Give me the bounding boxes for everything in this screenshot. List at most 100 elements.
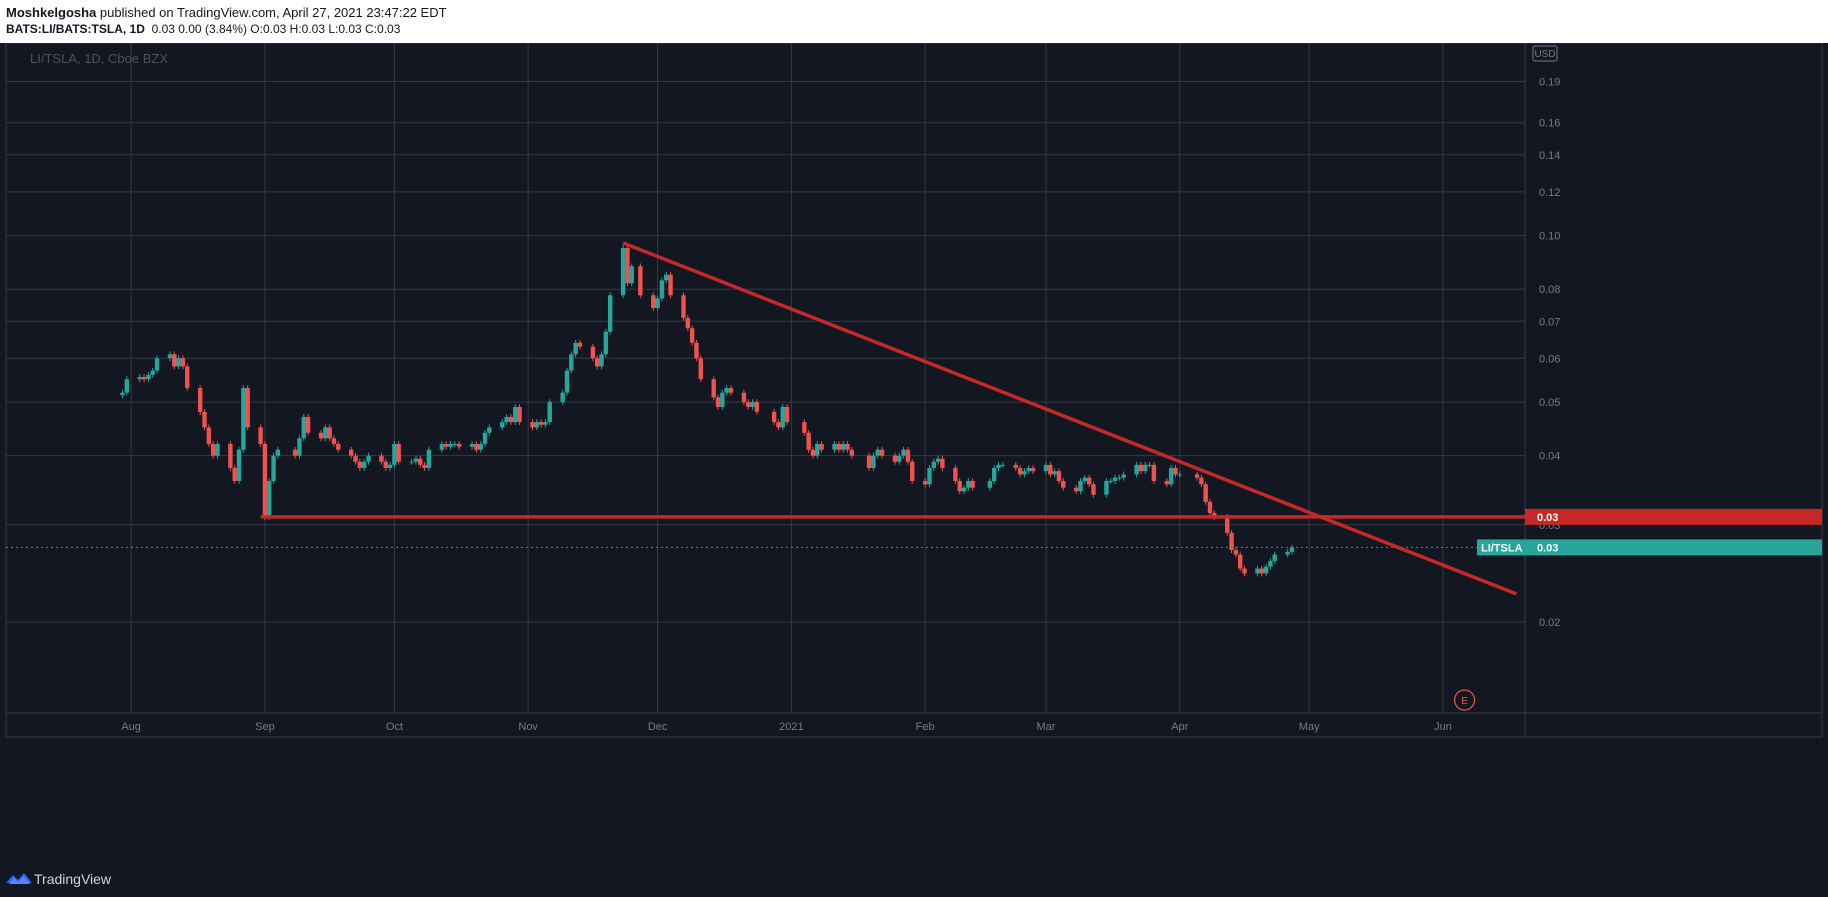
candle-body[interactable] — [966, 480, 971, 488]
candle-body[interactable] — [543, 422, 548, 425]
candle-body[interactable] — [197, 388, 203, 412]
candle-body[interactable] — [206, 427, 212, 444]
candle-body[interactable] — [741, 392, 747, 403]
candle-body[interactable] — [620, 247, 626, 296]
candle-body[interactable] — [564, 370, 570, 393]
candle-body[interactable] — [1225, 516, 1230, 533]
candle-body[interactable] — [992, 467, 997, 481]
candle-body[interactable] — [728, 388, 734, 393]
candle-body[interactable] — [487, 427, 492, 433]
candle-body[interactable] — [573, 342, 578, 355]
candle-body[interactable] — [698, 358, 703, 380]
candle-body[interactable] — [961, 487, 967, 492]
candle-body[interactable] — [754, 402, 760, 412]
candle-body[interactable] — [806, 432, 811, 450]
candle-body[interactable] — [387, 464, 393, 468]
candle-body[interactable] — [629, 266, 634, 284]
candle-body[interactable] — [836, 443, 842, 450]
candle-body[interactable] — [771, 411, 777, 423]
candle-body[interactable] — [301, 416, 306, 439]
candle-body[interactable] — [607, 295, 613, 332]
candle-body[interactable] — [318, 432, 324, 439]
candle-body[interactable] — [845, 443, 850, 450]
candle-body[interactable] — [681, 295, 686, 318]
candle-body[interactable] — [1268, 560, 1273, 567]
candle-body[interactable] — [819, 443, 824, 450]
candle-body[interactable] — [137, 377, 142, 380]
candle-body[interactable] — [185, 366, 190, 389]
candle-body[interactable] — [1203, 484, 1208, 502]
candle-body[interactable] — [1000, 464, 1006, 466]
candle-body[interactable] — [210, 443, 216, 456]
author-name[interactable]: Moshkelgosha — [6, 5, 97, 20]
candle-body[interactable] — [689, 328, 695, 343]
candle-body[interactable] — [172, 354, 177, 367]
candle-body[interactable] — [292, 449, 298, 456]
candle-body[interactable] — [1168, 467, 1174, 485]
candle-body[interactable] — [599, 354, 604, 367]
candle-body[interactable] — [1061, 480, 1066, 488]
candle-body[interactable] — [236, 449, 242, 481]
candle-body[interactable] — [1082, 477, 1088, 481]
candle-body[interactable] — [1194, 474, 1200, 478]
candle-body[interactable] — [1026, 467, 1031, 472]
candle-body[interactable] — [530, 422, 535, 428]
candle-body[interactable] — [176, 358, 181, 367]
candle-body[interactable] — [832, 443, 837, 450]
candle-body[interactable] — [232, 467, 237, 481]
candle-body[interactable] — [987, 480, 993, 488]
candle-body[interactable] — [1143, 464, 1148, 472]
candle-body[interactable] — [422, 464, 427, 468]
candle-body[interactable] — [935, 458, 941, 462]
candle-body[interactable] — [595, 358, 600, 367]
candle-body[interactable] — [901, 449, 906, 456]
candle-body[interactable] — [694, 342, 699, 359]
candle-body[interactable] — [970, 480, 975, 488]
candle-body[interactable] — [1013, 464, 1018, 468]
candle-body[interactable] — [922, 480, 928, 485]
candle-body[interactable] — [517, 406, 522, 423]
candle-body[interactable] — [664, 274, 669, 281]
candle-body[interactable] — [1043, 464, 1049, 472]
candle-body[interactable] — [413, 458, 419, 462]
candle-body[interactable] — [953, 467, 958, 481]
candle-body[interactable] — [150, 370, 155, 375]
candle-body[interactable] — [1052, 471, 1057, 475]
candle-body[interactable] — [1078, 480, 1083, 492]
candle-body[interactable] — [538, 422, 544, 425]
tradingview-brand[interactable]: TradingView — [34, 871, 112, 887]
candle-body[interactable] — [655, 298, 660, 308]
candle-body[interactable] — [443, 443, 449, 447]
candle-body[interactable] — [504, 416, 509, 423]
candle-body[interactable] — [871, 455, 876, 468]
candle-body[interactable] — [1030, 467, 1036, 472]
candle-body[interactable] — [228, 443, 233, 468]
candle-body[interactable] — [875, 449, 880, 456]
candle-body[interactable] — [638, 266, 643, 296]
candle-body[interactable] — [534, 422, 539, 428]
candle-body[interactable] — [331, 438, 337, 444]
candle-body[interactable] — [245, 388, 250, 428]
candle-body[interactable] — [120, 392, 125, 396]
candle-body[interactable] — [305, 416, 311, 433]
candle-body[interactable] — [271, 455, 276, 481]
candle-body[interactable] — [897, 455, 902, 462]
candle-body[interactable] — [323, 427, 328, 439]
candle-body[interactable] — [469, 443, 475, 447]
candle-body[interactable] — [879, 449, 885, 456]
candle-body[interactable] — [685, 317, 691, 329]
candle-body[interactable] — [379, 455, 384, 462]
candle-body[interactable] — [336, 443, 341, 450]
candle-body[interactable] — [1151, 464, 1157, 481]
candle-body[interactable] — [547, 402, 552, 423]
tradingview-logo-icon[interactable] — [6, 871, 32, 887]
earnings-marker-icon[interactable] — [1453, 689, 1476, 711]
candle-body[interactable] — [560, 392, 565, 403]
candle-body[interactable] — [275, 449, 281, 456]
candle-body[interactable] — [396, 443, 401, 462]
candle-body[interactable] — [141, 377, 147, 380]
candle-body[interactable] — [940, 458, 945, 468]
candle-body[interactable] — [1259, 568, 1264, 574]
candle-body[interactable] — [1108, 480, 1113, 482]
candle-body[interactable] — [439, 443, 445, 450]
